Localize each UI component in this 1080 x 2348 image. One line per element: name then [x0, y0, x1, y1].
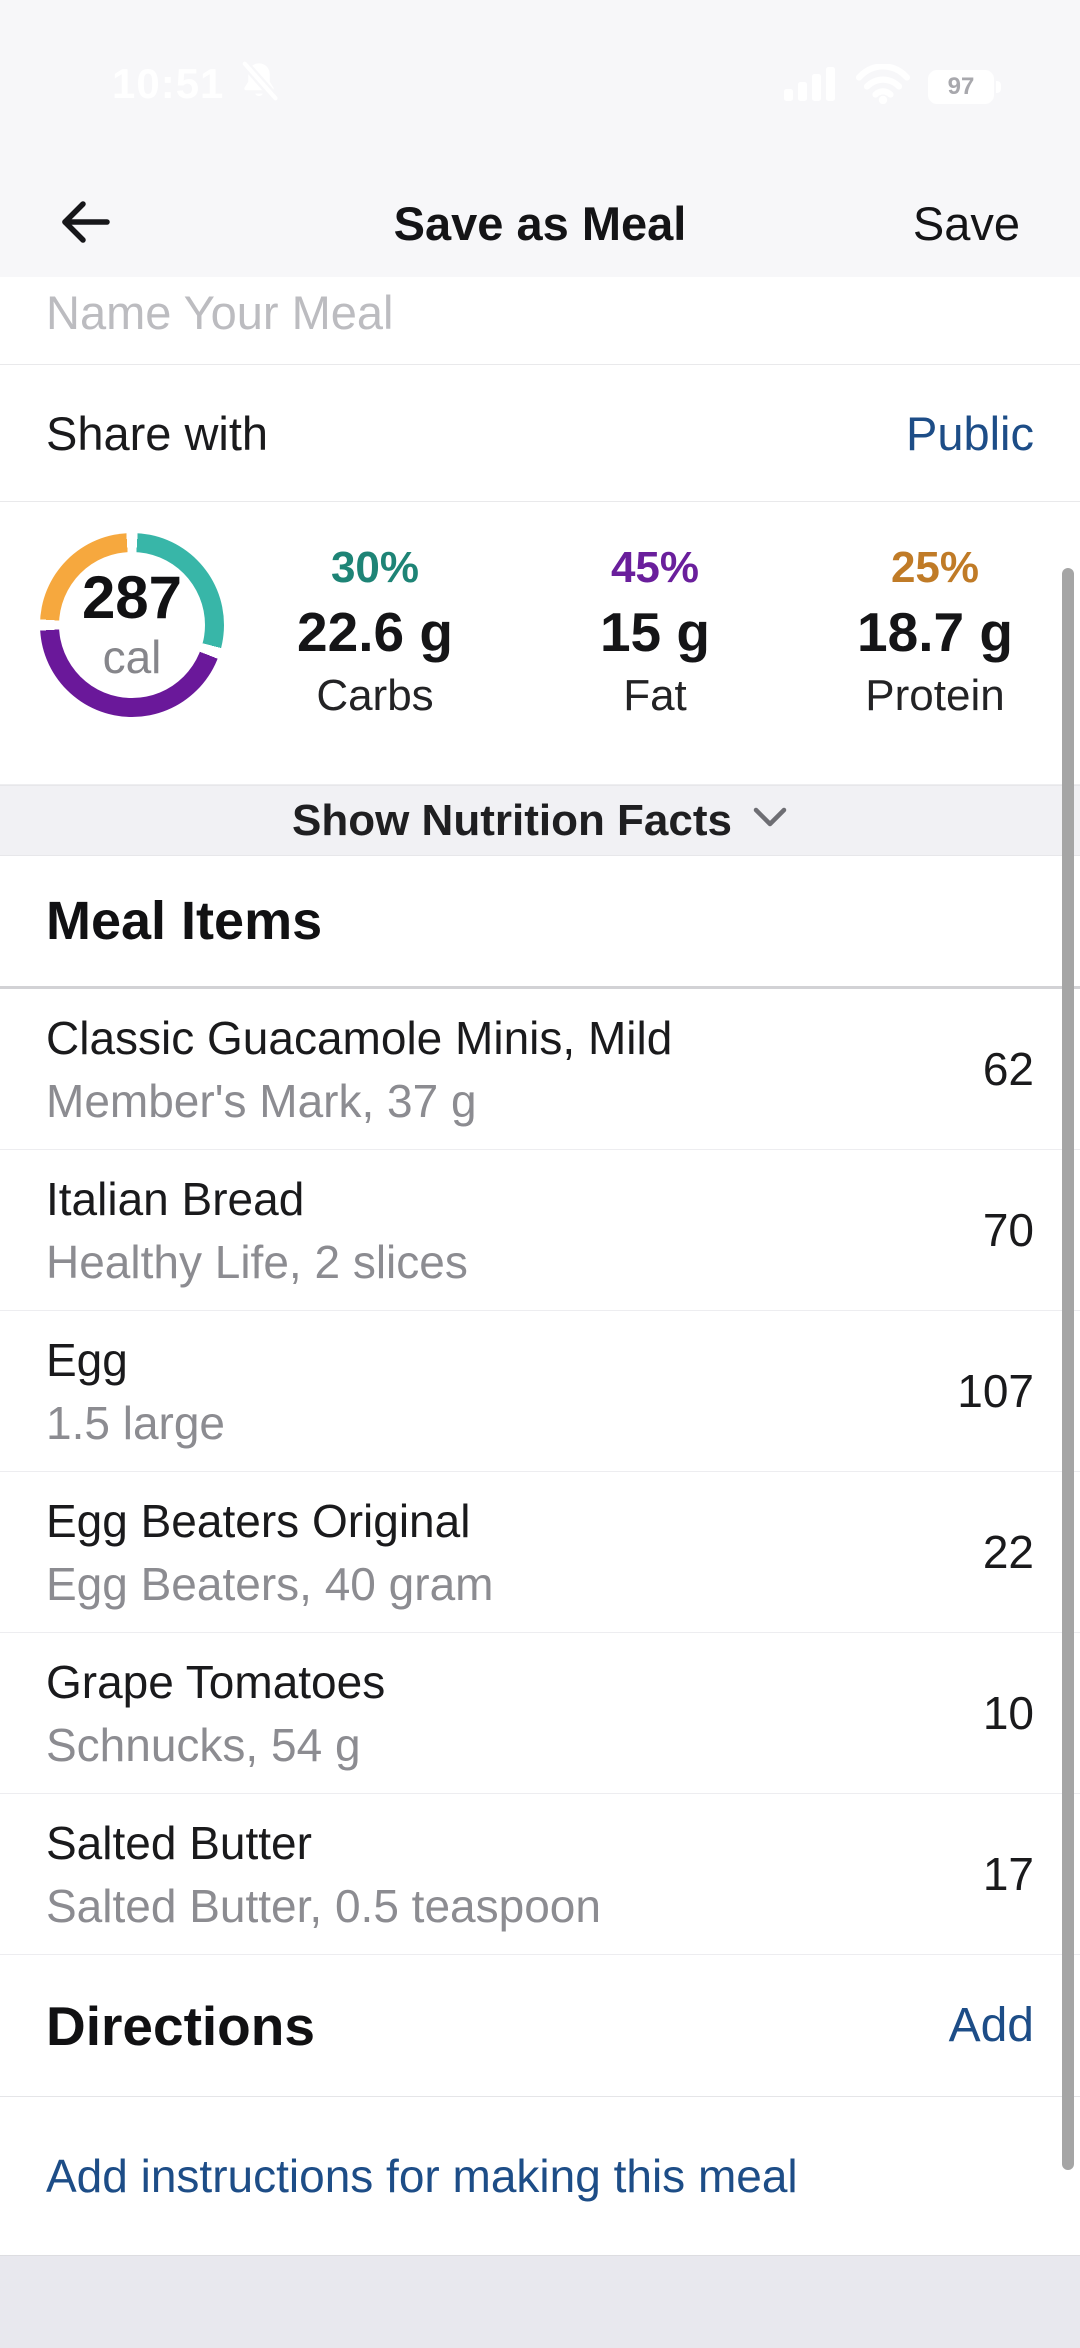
meal-item-text: Grape Tomatoes Schnucks, 54 g [46, 1655, 385, 1772]
save-button[interactable]: Save [912, 196, 1020, 250]
meal-name-section [0, 277, 1080, 365]
meal-item-text: Italian Bread Healthy Life, 2 slices [46, 1172, 468, 1289]
meal-item-row[interactable]: Grape Tomatoes Schnucks, 54 g 10 [0, 1633, 1080, 1794]
total-calories: 287 [81, 563, 183, 631]
vertical-scrollbar[interactable] [1062, 568, 1074, 2170]
meal-item-detail: Healthy Life, 2 slices [46, 1235, 468, 1288]
meal-item-name: Italian Bread [46, 1172, 305, 1225]
macro-carbs: 30% 22.6 g Carbs [225, 542, 525, 722]
directions-heading: Directions [46, 1994, 315, 2057]
meal-item-row[interactable]: Egg 1.5 large 107 [0, 1311, 1080, 1472]
meal-item-calories: 22 [982, 1526, 1034, 1578]
protein-percent: 25% [890, 543, 980, 592]
meal-item-detail: Egg Beaters, 40 gram [46, 1557, 494, 1610]
chevron-down-icon [752, 806, 788, 835]
meal-item-text: Classic Guacamole Minis, Mild Member's M… [46, 1011, 672, 1128]
meal-item-calories: 17 [982, 1848, 1034, 1900]
battery-icon: 97 [928, 69, 1001, 104]
meal-item-row[interactable]: Italian Bread Healthy Life, 2 slices 70 [0, 1150, 1080, 1311]
meal-item-row[interactable]: Egg Beaters Original Egg Beaters, 40 gra… [0, 1472, 1080, 1633]
carbs-label: Carbs [316, 671, 434, 720]
status-time: 10:51 [112, 59, 225, 107]
meal-item-row[interactable]: Classic Guacamole Minis, Mild Member's M… [0, 989, 1080, 1150]
battery-percent: 97 [947, 72, 975, 100]
meal-item-text: Egg Beaters Original Egg Beaters, 40 gra… [46, 1494, 493, 1611]
meal-item-calories: 107 [957, 1365, 1034, 1417]
protein-amount: 18.7 g [857, 601, 1013, 663]
meal-item-detail: Member's Mark, 37 g [46, 1074, 477, 1127]
meal-item-text: Salted Butter Salted Butter, 0.5 teaspoo… [46, 1816, 601, 1933]
bottom-band [0, 2255, 1080, 2348]
page-title: Save as Meal [393, 196, 687, 250]
directions-row: Directions Add [0, 1955, 1080, 2097]
meal-item-text: Egg 1.5 large [46, 1333, 225, 1450]
carbs-amount: 22.6 g [297, 601, 453, 663]
meal-item-name: Grape Tomatoes [46, 1655, 386, 1708]
battery-nub [996, 80, 1001, 93]
macros-summary-section: 287 cal 30% 22.6 g Carbs 45% 15 g Fat 25… [0, 502, 1080, 785]
show-nutrition-facts-button[interactable]: Show Nutrition Facts [0, 785, 1080, 856]
fat-percent: 45% [610, 543, 700, 592]
calorie-ring-center: 287 cal [59, 552, 205, 698]
meal-item-name: Classic Guacamole Minis, Mild [46, 1011, 673, 1064]
status-and-header-area: 10:51 [0, 0, 1080, 277]
fat-amount: 15 g [599, 601, 711, 663]
back-arrow-icon[interactable] [57, 197, 113, 247]
meal-item-name: Egg Beaters Original [46, 1494, 471, 1547]
instructions-row: Add instructions for making this meal [0, 2097, 1080, 2255]
meal-item-calories: 70 [982, 1204, 1034, 1256]
meal-items-heading: Meal Items [46, 891, 323, 951]
calorie-ring: 287 cal [40, 533, 224, 717]
cellular-signal-icon [782, 65, 838, 108]
calories-unit: cal [102, 630, 162, 683]
macro-protein: 25% 18.7 g Protein [785, 542, 1080, 722]
protein-label: Protein [865, 671, 1005, 720]
meal-item-detail: Schnucks, 54 g [46, 1718, 361, 1771]
status-left-cluster: 10:51 [112, 58, 282, 109]
meal-item-row[interactable]: Salted Butter Salted Butter, 0.5 teaspoo… [0, 1794, 1080, 1955]
status-right-cluster: 97 [782, 63, 1001, 109]
share-with-label: Share with [46, 406, 269, 460]
meal-item-calories: 62 [982, 1043, 1034, 1095]
meal-item-detail: 1.5 large [46, 1396, 226, 1449]
notifications-muted-bell-icon [236, 58, 282, 109]
meal-name-input[interactable] [46, 285, 1034, 340]
carbs-percent: 30% [330, 543, 420, 592]
meal-item-name: Egg [46, 1333, 128, 1386]
add-instructions-link[interactable]: Add instructions for making this meal [46, 2150, 798, 2202]
share-with-value[interactable]: Public [905, 406, 1034, 460]
meal-items-header: Meal Items [0, 856, 1080, 989]
share-with-row[interactable]: Share with Public [0, 365, 1080, 502]
directions-add-button[interactable]: Add [948, 1999, 1034, 2052]
macro-fat: 45% 15 g Fat [505, 542, 805, 722]
fat-label: Fat [623, 671, 687, 720]
wifi-icon [855, 63, 911, 109]
meal-item-calories: 10 [982, 1687, 1034, 1739]
meal-item-detail: Salted Butter, 0.5 teaspoon [46, 1879, 601, 1932]
show-nutrition-facts-label: Show Nutrition Facts [292, 795, 732, 845]
navigation-bar: Save as Meal Save [0, 183, 1080, 263]
meal-item-name: Salted Butter [46, 1816, 312, 1869]
